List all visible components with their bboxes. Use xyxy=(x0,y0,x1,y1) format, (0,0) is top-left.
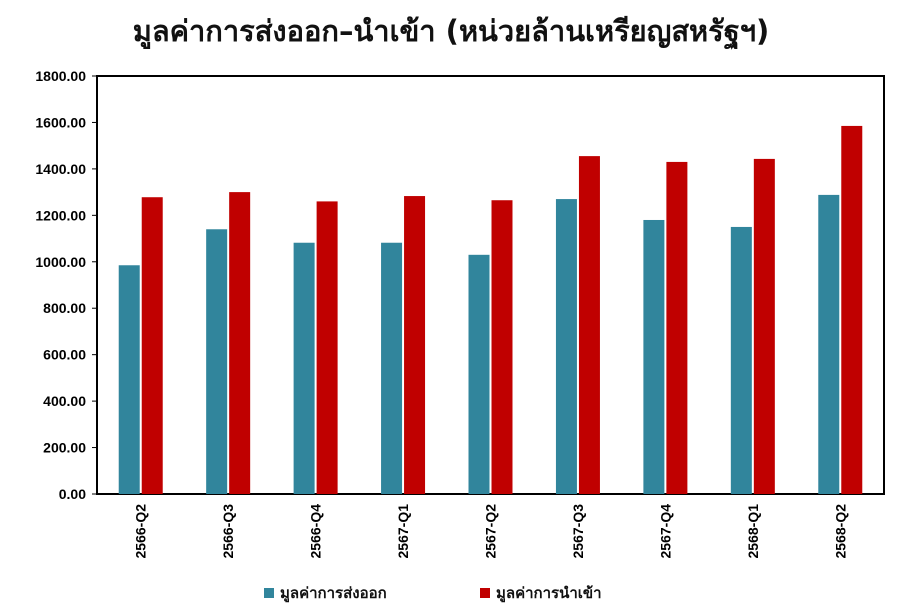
y-tick-label: 600.00 xyxy=(43,347,86,363)
x-tick-label: 2567-Q4 xyxy=(657,504,673,559)
import-bar-2568-Q1 xyxy=(753,158,775,495)
y-tick-label: 1600.00 xyxy=(35,114,86,130)
x-tick-label: 2567-Q2 xyxy=(483,504,499,559)
y-tick-label: 1200.00 xyxy=(35,207,86,223)
y-tick-label: 1000.00 xyxy=(35,254,86,270)
import-bar-2566-Q4 xyxy=(316,201,338,494)
import-bar-2567-Q1 xyxy=(404,196,426,494)
legend-label-1: มูลค่าการนำเข้า xyxy=(496,584,602,603)
y-tick-label: 200.00 xyxy=(43,440,86,456)
export-bar-2568-Q1 xyxy=(730,226,752,494)
export-bar-2568-Q2 xyxy=(818,194,840,495)
x-tick-label: 2566-Q4 xyxy=(308,504,324,559)
bars xyxy=(118,125,863,495)
x-tick-label: 2566-Q3 xyxy=(220,504,236,559)
export-bar-2566-Q4 xyxy=(293,242,315,494)
x-tick-label: 2568-Q2 xyxy=(832,504,848,559)
x-tick-label: 2567-Q1 xyxy=(395,504,411,559)
import-bar-2567-Q3 xyxy=(578,156,600,494)
export-bar-2566-Q2 xyxy=(118,265,140,494)
y-tick-label: 800.00 xyxy=(43,300,86,316)
chart-title: มูลค่าการส่งออก–นำเข้า (หน่วยล้านเหรียญส… xyxy=(132,14,770,48)
x-tick-label: 2567-Q3 xyxy=(570,504,586,559)
import-bar-2568-Q2 xyxy=(841,125,863,494)
export-bar-2567-Q2 xyxy=(468,254,490,494)
export-bar-2567-Q1 xyxy=(381,242,403,494)
plot-area-frame xyxy=(96,75,885,495)
y-tick-label: 1800.00 xyxy=(35,68,86,84)
import-bar-2567-Q2 xyxy=(491,200,513,494)
legend-label-0: มูลค่าการส่งออก xyxy=(280,584,387,603)
y-tick-label: 400.00 xyxy=(43,393,86,409)
export-bar-2567-Q4 xyxy=(643,219,665,494)
legend-swatch-1 xyxy=(480,588,490,598)
y-tick-label: 1400.00 xyxy=(35,161,86,177)
y-tick-label: 0.00 xyxy=(59,486,86,502)
y-axis: 0.00 200.00 400.00 600.00 800.00 1000.00 1200.… xyxy=(35,68,97,502)
import-bar-2566-Q2 xyxy=(141,197,163,494)
x-axis: 2566-Q2 2566-Q3 2566-Q4 2567-Q1 2567-Q2 2567-… xyxy=(133,504,849,559)
export-bar-2567-Q3 xyxy=(555,199,577,495)
import-bar-2567-Q4 xyxy=(666,161,688,494)
legend: มูลค่าการส่งออก มูลค่าการนำเข้า xyxy=(264,584,602,603)
import-bar-2566-Q3 xyxy=(229,192,251,494)
x-tick-label: 2566-Q2 xyxy=(133,504,149,559)
export-bar-2566-Q3 xyxy=(206,229,228,494)
legend-swatch-0 xyxy=(264,588,274,598)
x-tick-label: 2568-Q1 xyxy=(745,504,761,559)
